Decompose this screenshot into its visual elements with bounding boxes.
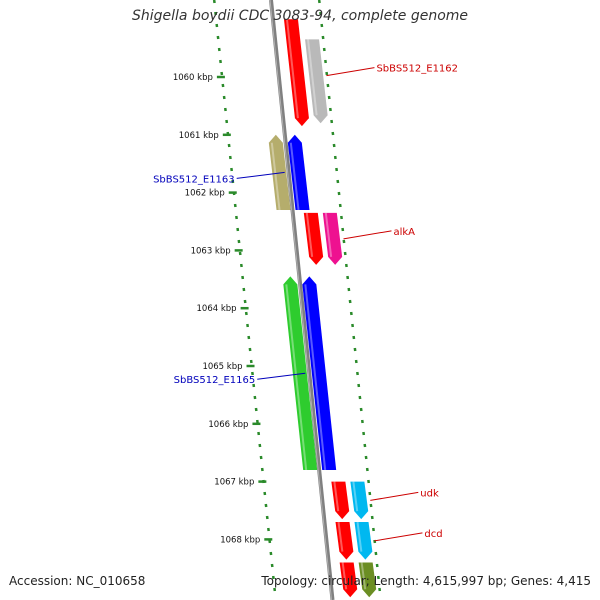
scale-tick-label: 1065 kbp	[202, 362, 242, 372]
gene-feature[interactable]	[322, 212, 343, 265]
gene-feature[interactable]	[268, 134, 291, 210]
gene-label[interactable]: udk	[420, 488, 439, 499]
scale-ticks: 1060 kbp 1061 kbp 1062 kbp 1063 kbp 1064 kbp…	[173, 73, 273, 545]
gene-feature[interactable]	[283, 276, 318, 471]
gene-label[interactable]: SbBS512_E1162	[376, 64, 458, 75]
scale-tick-label: 1062 kbp	[185, 189, 225, 199]
label-leader-line	[343, 230, 392, 240]
scale-ruler-left	[212, 0, 277, 592]
gene-feature-shine	[307, 39, 318, 116]
gene-feature-shine	[270, 142, 281, 211]
genome-backbone	[269, 0, 335, 600]
label-leader-line	[236, 171, 285, 179]
gene-feature[interactable]	[302, 276, 337, 471]
scale-tick-label: 1064 kbp	[197, 304, 237, 314]
topology-text: Topology: circular; Length: 4,615,997 bp…	[261, 574, 591, 588]
gene-label[interactable]: alkA	[393, 227, 415, 238]
gene-feature-shine	[324, 212, 333, 257]
gene-feature[interactable]	[358, 562, 377, 598]
gene-features	[268, 19, 377, 598]
genome-title: Shigella boydii CDC 3083-94, complete ge…	[131, 8, 469, 24]
gene-feature[interactable]	[287, 134, 310, 210]
gene-feature[interactable]	[350, 481, 369, 520]
gene-feature-shine	[360, 562, 367, 590]
gene-label[interactable]: dcd	[424, 529, 442, 540]
backbone-line	[269, 0, 335, 600]
gene-feature-shine	[285, 284, 308, 471]
gene-feature-shine	[289, 142, 300, 211]
gene-feature[interactable]	[283, 19, 309, 127]
scale-tick-label: 1067 kbp	[214, 478, 254, 488]
gene-feature-shine	[356, 521, 363, 552]
label-leader-line	[374, 532, 423, 542]
scale-tick-label: 1061 kbp	[179, 131, 219, 141]
label-leader-line	[257, 372, 306, 380]
gene-feature[interactable]	[303, 212, 324, 265]
gene-label[interactable]: SbBS512_E1165	[174, 375, 256, 386]
gene-label[interactable]: SbBS512_E1163	[153, 174, 235, 185]
gene-feature-shine	[341, 562, 348, 590]
label-leader-line	[326, 67, 375, 77]
gene-feature-shine	[285, 19, 299, 119]
gene-feature-shine	[337, 521, 344, 552]
gene-labels: SbBS512_E1162 SbBS512_E1163 alkA SbBS512_E1…	[153, 64, 458, 542]
label-leader-line	[370, 491, 419, 501]
gene-feature[interactable]	[305, 39, 328, 124]
gene-feature-shine	[305, 212, 314, 257]
gene-feature[interactable]	[339, 562, 358, 598]
gene-feature[interactable]	[354, 522, 373, 560]
gene-feature-shine	[304, 284, 327, 471]
scale-tick-label: 1060 kbp	[173, 73, 213, 83]
backbone-highlight	[269, 0, 332, 600]
scale-tick-label: 1066 kbp	[208, 420, 248, 430]
accession-text: Accession: NC_010658	[9, 574, 146, 588]
gene-feature-shine	[352, 481, 359, 512]
scale-tick-label: 1063 kbp	[191, 246, 231, 256]
scale-tick-label: 1068 kbp	[220, 535, 260, 545]
gene-feature-shine	[333, 481, 340, 512]
gene-feature[interactable]	[331, 481, 350, 520]
scale-ruler-right	[317, 0, 382, 592]
gene-feature[interactable]	[335, 522, 354, 560]
